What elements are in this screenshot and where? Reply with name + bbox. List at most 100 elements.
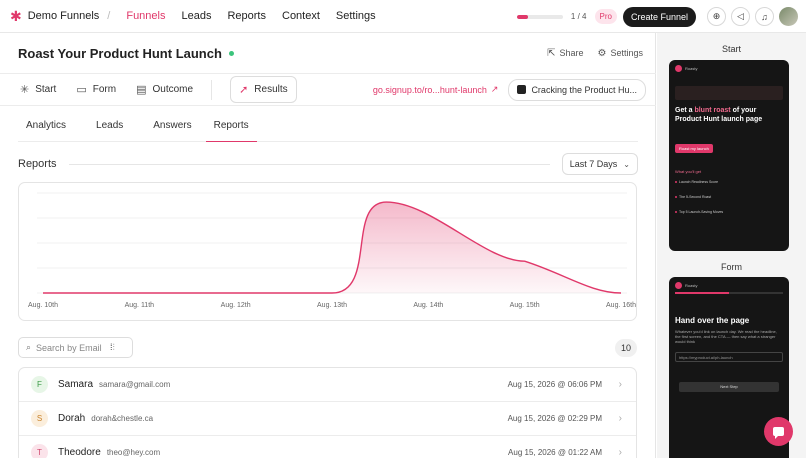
user-avatar[interactable] <box>779 7 798 26</box>
step-results-label: Results <box>254 84 288 95</box>
share-button[interactable]: ⇱ Share <box>547 48 583 59</box>
announcement-icon[interactable]: ◁ <box>731 7 750 26</box>
preview-headline: Get a blunt roast of your Product Hunt l… <box>675 107 763 123</box>
onboarding-progress-bar[interactable] <box>516 14 563 19</box>
step-start[interactable]: ✳ Start <box>20 83 56 96</box>
date-range-value: Last 7 Days <box>569 159 618 169</box>
preview-form-text: Whatever you'd link on launch day. We re… <box>675 329 777 344</box>
tab-analytics[interactable]: Analytics <box>26 120 67 131</box>
funnel-public-link[interactable]: go.signup.to/ro...hunt-launch ↗ <box>373 84 499 95</box>
top-bar: ✱ Demo Funnels / Funnels Leads Reports C… <box>0 0 806 33</box>
nav-leads[interactable]: Leads <box>181 9 212 22</box>
gear-icon: ⚙ <box>597 47 607 59</box>
preview-form-headline: Hand over the page <box>675 316 750 325</box>
chat-support-button[interactable] <box>764 417 793 446</box>
results-subtabs: Analytics Leads Answers Reports <box>18 115 638 142</box>
breadcrumb-separator: / <box>107 10 111 22</box>
lead-name: Dorah <box>58 413 86 424</box>
chevron-right-icon: › <box>618 379 622 390</box>
reports-chart: Aug. 10th Aug. 11th Aug. 12th Aug. 13th Aug.… <box>18 182 637 321</box>
chevron-down-icon: ⌄ <box>623 159 630 169</box>
share-icon: ⇱ <box>547 47 556 59</box>
workspace-switcher[interactable]: ✱ Demo Funnels <box>10 8 99 25</box>
tab-reports[interactable]: Reports <box>205 115 257 142</box>
step-form[interactable]: ▭ Form <box>76 83 116 96</box>
main-nav: Funnels Leads Reports Context Settings <box>118 0 383 33</box>
live-status-dot <box>228 50 234 56</box>
lead-email: dorah&chestle.ca <box>91 414 154 423</box>
page-title: Roast Your Product Hunt Launch <box>18 45 222 61</box>
external-link-icon: ↗ <box>490 84 499 94</box>
lead-email: theo@hey.com <box>106 448 161 457</box>
lead-row[interactable]: S Dorah dorah&chestle.ca Aug 15, 2026 @ 02:… <box>19 402 636 436</box>
roasty-logo-icon <box>675 65 682 72</box>
search-icon: ⌕ <box>26 342 32 352</box>
preview-banner <box>675 86 783 100</box>
funnel-settings-label: Settings <box>610 48 643 58</box>
linked-content-button[interactable]: Cracking the Product Hu... <box>508 78 646 101</box>
x-tick-label: Aug. 13th <box>317 302 347 309</box>
series-line <box>43 201 622 294</box>
x-tick-label: Aug. 11th <box>125 302 155 309</box>
preview-url-input: https://myproduct.ai/ph-launch <box>675 352 783 362</box>
lead-date: Aug 15, 2026 @ 06:06 PM <box>507 380 602 389</box>
search-input[interactable] <box>36 342 107 353</box>
nav-reports[interactable]: Reports <box>227 9 266 22</box>
document-icon <box>517 85 527 94</box>
x-tick-label: Aug. 12th <box>221 302 251 309</box>
form-icon: ▭ <box>76 84 87 96</box>
preview-brand: Roasty <box>685 283 698 288</box>
lead-count-badge: 10 <box>615 338 637 357</box>
preview-form-label: Form <box>721 262 742 272</box>
tab-answers[interactable]: Answers <box>153 120 192 131</box>
x-tick-label: Aug. 16th <box>606 302 636 309</box>
search-field[interactable]: ⌕ ⁞⫶ <box>18 337 133 358</box>
series-area <box>43 202 621 293</box>
lead-row[interactable]: F Samara samara@gmail.com Aug 15, 2026 @ 06… <box>19 368 636 402</box>
preview-sidebar: Start Roasty Get a blunt roast of your P… <box>657 33 806 458</box>
lead-row[interactable]: T Theodore theo@hey.com Aug 15, 2026 @ 01:2… <box>19 436 636 458</box>
funnel-settings-button[interactable]: ⚙ Settings <box>598 48 644 59</box>
roasty-logo-icon <box>675 282 682 289</box>
section-divider <box>68 163 550 165</box>
onboarding-progress-fill <box>516 14 529 19</box>
lead-email: samara@gmail.com <box>99 380 171 389</box>
area-chart: Aug. 10th Aug. 11th Aug. 12th Aug. 13th Aug.… <box>28 192 636 309</box>
step-form-label: Form <box>92 84 117 95</box>
lead-date: Aug 15, 2026 @ 02:29 PM <box>507 414 602 423</box>
preview-cta-button: Roast my launch <box>675 144 713 153</box>
preview-item: Top 5 Launch-Saving Moves <box>669 210 789 215</box>
funnel-link-text: go.signup.to/ro...hunt-launch <box>372 84 487 95</box>
x-tick-label: Aug. 14th <box>413 302 443 309</box>
nav-context[interactable]: Context <box>282 9 320 22</box>
preview-item: The 5-Second Roast <box>669 195 789 200</box>
date-range-select[interactable]: Last 7 Days ⌄ <box>561 153 638 175</box>
rocket-icon: ➚ <box>239 84 249 96</box>
nav-settings[interactable]: Settings <box>335 9 376 22</box>
preview-item: Launch Readiness Score <box>669 180 789 185</box>
chat-bubble-icon <box>773 427 784 439</box>
help-icon[interactable]: ⊕ <box>707 7 726 26</box>
step-outcome[interactable]: ▤ Outcome <box>136 83 193 96</box>
brand-logo-icon: ✱ <box>10 7 22 24</box>
lead-avatar: F <box>31 376 48 393</box>
chevron-right-icon: › <box>618 413 622 424</box>
step-outcome-label: Outcome <box>152 84 194 95</box>
tab-leads[interactable]: Leads <box>96 120 124 131</box>
nav-funnels[interactable]: Funnels <box>126 9 166 22</box>
step-results[interactable]: ➚ Results <box>230 76 297 103</box>
lead-name: Theodore <box>58 447 101 458</box>
x-tick-label: Aug. 15th <box>510 302 540 309</box>
create-funnel-button[interactable]: Create Funnel <box>622 6 696 27</box>
preview-brand: Roasty <box>685 66 698 71</box>
step-divider <box>211 79 213 100</box>
leads-list: F Samara samara@gmail.com Aug 15, 2026 @ 06… <box>18 367 637 458</box>
workspace-name: Demo Funnels <box>27 10 100 22</box>
filter-icon[interactable]: ⁞⫶ <box>110 342 115 352</box>
start-page-preview[interactable]: Roasty Get a blunt roast of your Product… <box>669 60 789 251</box>
step-start-label: Start <box>35 84 57 95</box>
plan-badge: Pro <box>594 9 617 24</box>
share-label: Share <box>559 48 584 58</box>
lead-avatar: S <box>31 410 48 427</box>
notification-bell-icon[interactable]: ♫ <box>755 7 774 26</box>
